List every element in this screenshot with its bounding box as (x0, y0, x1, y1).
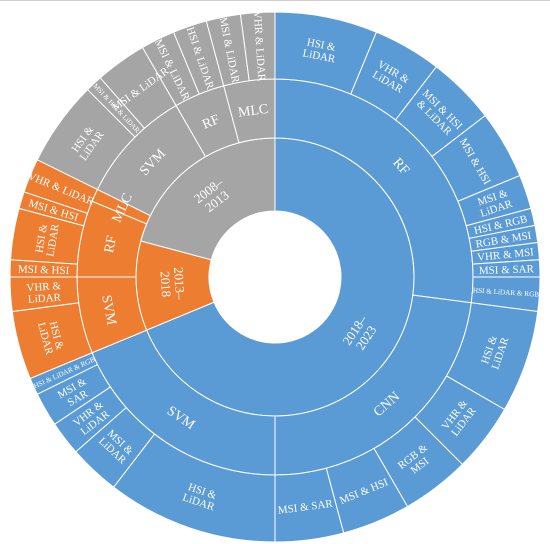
sunburst-label-method-4: RF (102, 234, 120, 254)
sunburst-label-data-8: MSI & SAR (479, 263, 535, 277)
sunburst-label-data-23: HSI &LiDAR (33, 221, 62, 258)
sunburst-label-data-21: VHR &LiDAR (26, 280, 62, 306)
sunburst-label-data-22: MSI & HSI (18, 263, 70, 277)
segments-layer (9, 11, 541, 543)
sunburst-label-period-2: 2018–2023 (339, 312, 381, 355)
sunburst-label-data-32: VHR & LiDAR (251, 11, 268, 83)
sunburst-label-method-7: RF (200, 112, 222, 132)
sunburst-label-data-18: MSI &SAR (56, 375, 95, 411)
sunburst-segment-data-32 (239, 11, 276, 82)
sunburst-label-method-8: MLC (237, 102, 269, 121)
sunburst-label-data-7: VHR & MSI (477, 246, 535, 264)
sunburst-label-method-3: SVM (98, 294, 119, 327)
sunburst-label-period-1: 2013–2018 (157, 267, 188, 302)
